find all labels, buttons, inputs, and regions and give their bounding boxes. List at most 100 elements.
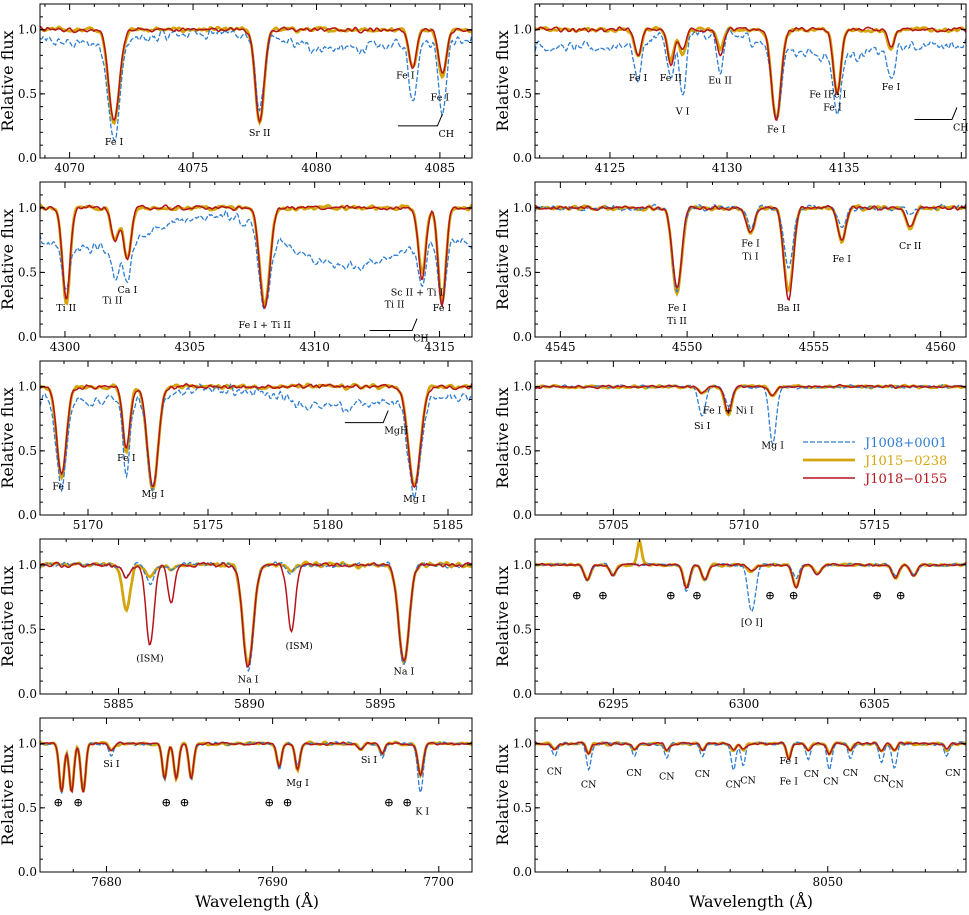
legend: J1008+0001 J1015−0238 J1018−0155	[803, 436, 947, 487]
y-axis-label: Relative flux	[493, 566, 512, 667]
series-j1018	[535, 26, 966, 121]
molecule-label: CH	[953, 123, 969, 134]
y-tick-label: 0.0	[513, 330, 532, 344]
y-tick-label: 0.0	[513, 687, 532, 701]
y-tick-label: 0.0	[513, 151, 532, 165]
y-axis-label: Relative flux	[0, 566, 17, 667]
line-label: Fe I	[52, 481, 71, 492]
line-label: Fe I	[809, 90, 828, 101]
x-tick-label: 5895	[365, 697, 396, 711]
x-tick-label: 7700	[423, 875, 454, 889]
x-tick-label: 4135	[829, 161, 860, 175]
line-label: Fe I	[779, 777, 798, 788]
line-label: Ti II	[385, 299, 405, 310]
line-label: Eu II	[708, 76, 732, 87]
series-j1008	[535, 384, 966, 446]
y-axis-label: Relative flux	[493, 744, 512, 845]
panel-frame	[534, 717, 967, 873]
line-label: CN	[547, 766, 563, 777]
telluric-icon: ⊕	[402, 796, 412, 810]
line-label: Fe I	[433, 303, 452, 314]
panel-frame	[534, 538, 967, 695]
x-tick-label: 7680	[91, 875, 122, 889]
spectrum-panel: 0.0 0.5 1.0 7680 7690 7700 Relative flux Si I Mg…	[0, 717, 473, 889]
telluric-icon: ⊕	[896, 589, 906, 603]
line-label: Fe I	[431, 92, 450, 103]
line-label: Sc II + Ti I	[391, 288, 444, 299]
x-axis-label-right: Wavelength (Å)	[689, 891, 813, 911]
x-tick-label: 5170	[73, 518, 104, 532]
x-tick-label: 5710	[729, 518, 760, 532]
x-tick-label: 6295	[598, 697, 629, 711]
y-tick-label: 1.0	[18, 558, 37, 572]
x-axis-label-left: Wavelength (Å)	[195, 891, 319, 911]
line-label: Fe II	[660, 73, 682, 84]
line-label: Fe I	[741, 239, 760, 250]
molecule-label: CH	[438, 129, 454, 140]
series-j1008	[535, 203, 966, 293]
line-label: Fe I	[105, 137, 124, 148]
y-axis-label: Relative flux	[493, 209, 512, 310]
x-tick-label: 5715	[859, 518, 890, 532]
y-tick-label: 0.5	[18, 444, 37, 458]
molecule-marker	[369, 318, 418, 332]
line-label: Ti II	[56, 303, 76, 314]
telluric-icon: ⊕	[283, 796, 293, 810]
series-j1018	[40, 741, 472, 794]
telluric-icon: ⊕	[692, 589, 702, 603]
line-label: CN	[726, 779, 742, 790]
y-tick-label: 1.0	[513, 380, 532, 394]
y-tick-label: 0.0	[18, 687, 37, 701]
line-label: Fe I + Ni I	[703, 406, 754, 417]
line-label: (ISM)	[136, 654, 163, 665]
series-group	[40, 560, 472, 673]
line-label: Ti II	[102, 295, 122, 306]
telluric-icon: ⊕	[789, 589, 799, 603]
line-label: Fe I	[828, 90, 847, 101]
spectrum-panel: 0.0 0.5 1.0 4070 4075 4080 4085 Relative flux Fe…	[0, 3, 473, 175]
spectrum-panel: 0.0 0.5 1.0 5705 5710 5715 Relative flux Si I Fe…	[493, 360, 967, 532]
legend-label: J1018−0155	[863, 472, 947, 487]
line-label: Ca I	[118, 285, 138, 296]
series-j1008	[535, 27, 966, 120]
x-tick-label: 4545	[545, 340, 576, 354]
molecule-marker	[914, 107, 958, 120]
line-label: Fe I	[767, 124, 786, 135]
series-group	[535, 740, 966, 772]
telluric-icon: ⊕	[264, 796, 274, 810]
x-tick-label: 4315	[424, 340, 455, 354]
x-tick-label: 4070	[54, 161, 85, 175]
line-label: Ti II	[667, 316, 687, 327]
x-tick-label: 5885	[103, 697, 134, 711]
y-axis-label: Relative flux	[0, 744, 17, 845]
molecule-label: CH	[413, 334, 429, 345]
spectrum-panel: 0.0 0.5 1.0 6295 6300 6305 Relative flux [O I] ⊕…	[493, 538, 967, 711]
line-label: Si I	[361, 755, 378, 766]
x-tick-label: 4560	[925, 340, 956, 354]
line-label: CN	[888, 779, 904, 790]
line-label: CN	[945, 768, 961, 779]
x-tick-label: 8050	[812, 875, 843, 889]
x-tick-label: 8040	[650, 875, 681, 889]
x-tick-label: 4130	[712, 161, 743, 175]
line-label: Fe I	[668, 303, 687, 314]
telluric-icon: ⊕	[572, 589, 582, 603]
x-tick-label: 5180	[313, 518, 344, 532]
x-tick-label: 4080	[301, 161, 332, 175]
line-label: Fe I	[117, 453, 136, 464]
series-group	[535, 203, 966, 301]
line-label: Mg I	[761, 440, 784, 451]
y-tick-label: 1.0	[18, 23, 37, 37]
line-label: Mg I	[142, 489, 165, 500]
telluric-icon: ⊕	[872, 589, 882, 603]
series-group	[535, 25, 966, 121]
x-tick-label: 5185	[433, 518, 464, 532]
line-label: Na I	[394, 667, 415, 678]
y-tick-label: 0.5	[18, 801, 37, 815]
x-tick-label: 4075	[178, 161, 209, 175]
series-group	[535, 383, 966, 446]
series-j1008	[40, 210, 472, 310]
series-group	[40, 25, 472, 142]
series-j1018	[535, 562, 966, 590]
